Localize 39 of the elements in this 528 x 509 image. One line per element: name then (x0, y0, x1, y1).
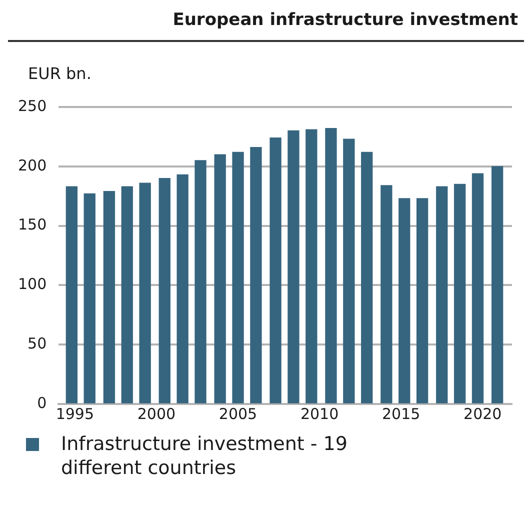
x-tick-label: 2020 (464, 404, 502, 423)
x-tick-label: 2015 (382, 404, 420, 423)
bar (176, 174, 188, 404)
bar (103, 191, 116, 404)
chart-title: European infrastructure investment (172, 10, 518, 30)
bar (232, 152, 244, 404)
x-tick-label: 2010 (300, 404, 339, 423)
bar (491, 166, 504, 404)
y-tick-label: 0 (37, 394, 47, 412)
bar (361, 152, 373, 404)
bar (380, 185, 392, 404)
y-tick-label: 250 (18, 96, 47, 115)
legend-label: Infrastructure investment - 19 different countries (61, 432, 348, 480)
y-tick-label: 100 (18, 275, 47, 294)
bar (472, 173, 484, 404)
bar (436, 186, 448, 404)
bar (121, 186, 133, 404)
x-tick-label: 2000 (137, 404, 176, 423)
y-tick-label: 200 (18, 156, 47, 174)
bar (306, 129, 318, 404)
bar (343, 138, 355, 404)
bar (66, 186, 78, 404)
y-tick-label: 150 (18, 216, 47, 234)
bar (270, 138, 282, 404)
y-axis-title: EUR bn. (28, 64, 92, 83)
x-tick-label: 1995 (56, 404, 94, 423)
bar (398, 198, 410, 404)
bar (84, 193, 96, 404)
bar (139, 182, 151, 404)
bar (214, 154, 226, 404)
y-tick-label: 50 (28, 334, 47, 352)
bar (416, 198, 428, 404)
bar (158, 178, 170, 404)
x-tick-label: 2005 (218, 404, 258, 423)
bar (288, 130, 300, 404)
bar (325, 128, 337, 404)
bar (194, 160, 206, 404)
bar (250, 147, 262, 404)
bar (454, 184, 466, 404)
